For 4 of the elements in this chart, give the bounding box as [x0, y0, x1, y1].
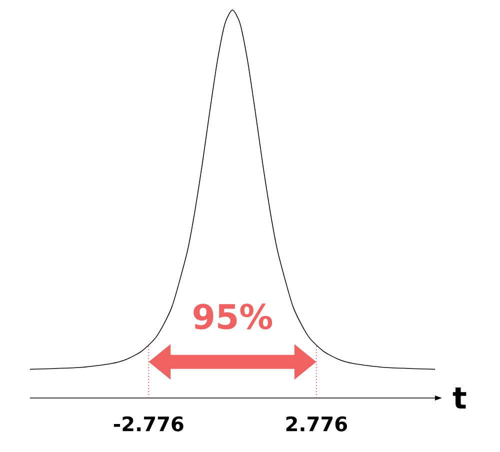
x-axis-title: t: [452, 387, 466, 409]
annotation: 95%: [194, 304, 272, 330]
x-tick-label: 2.776: [286, 416, 347, 432]
x-tick-label: -2.776: [114, 416, 184, 432]
